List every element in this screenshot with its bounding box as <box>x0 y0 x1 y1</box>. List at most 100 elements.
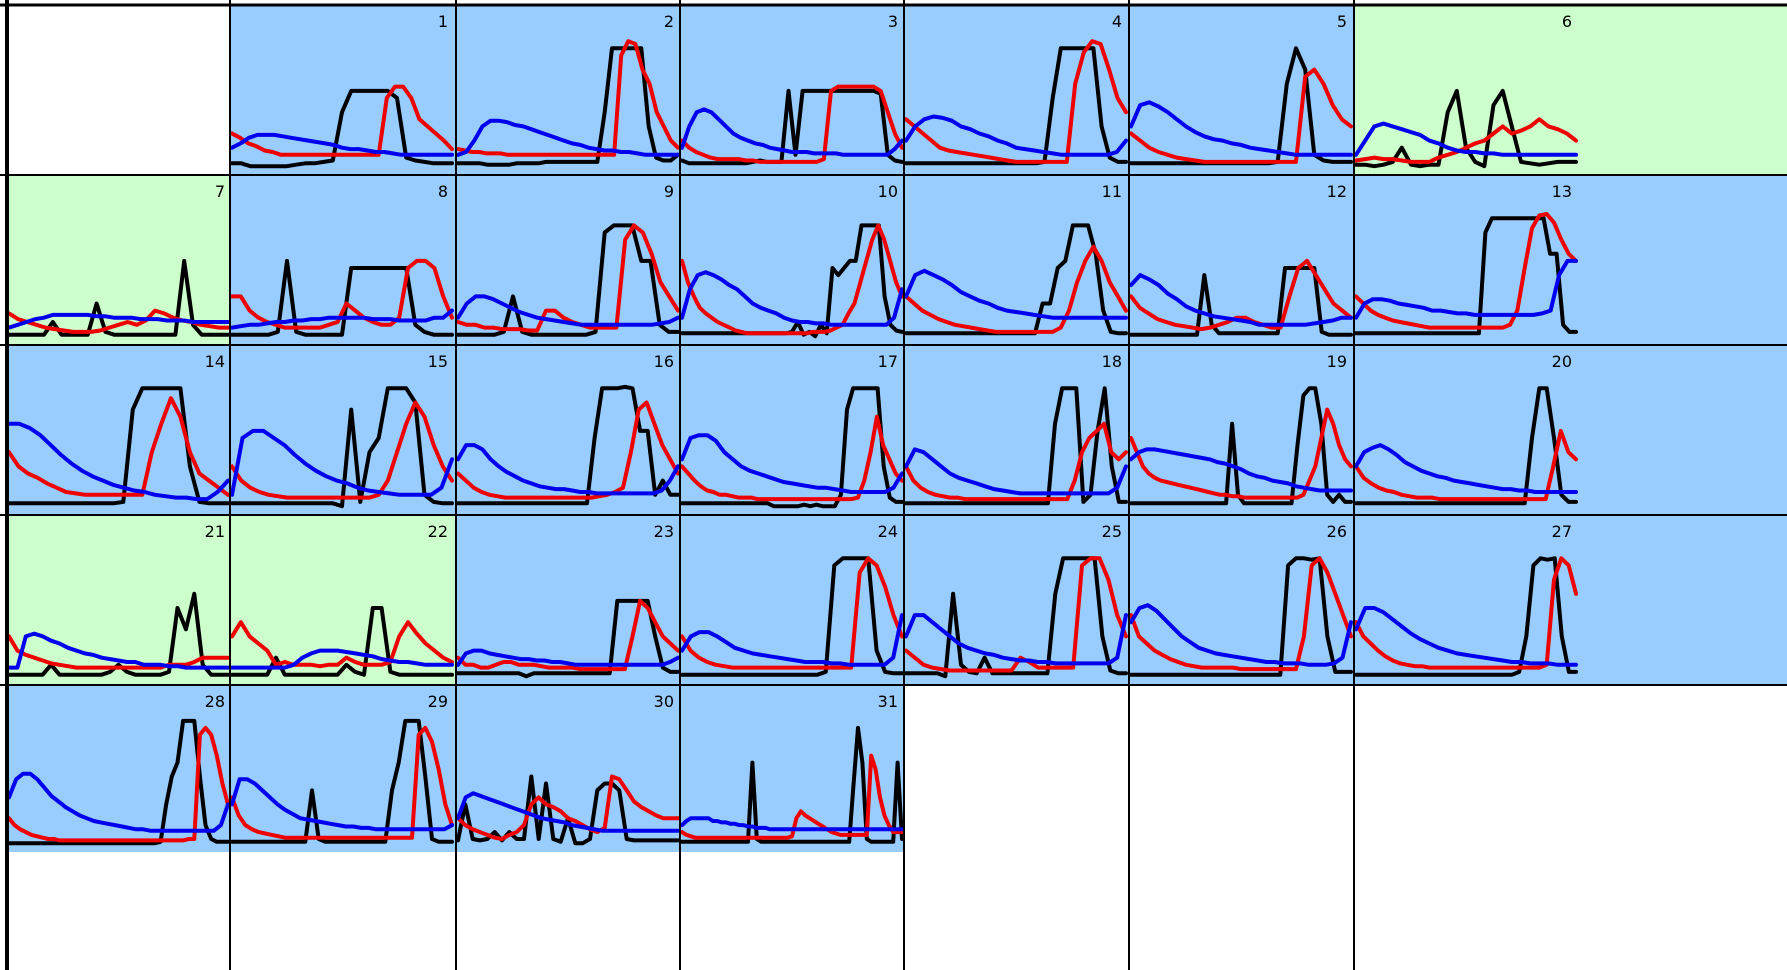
cell-background <box>1354 515 1787 685</box>
series-blue-line <box>7 312 230 330</box>
series-red-line <box>456 598 680 672</box>
day-cell-20: 20 <box>1354 345 1787 515</box>
series-black-line <box>1354 556 1578 677</box>
series-blue-line <box>7 771 230 833</box>
series-blue-line <box>1129 603 1353 667</box>
cell-background <box>1129 685 1354 852</box>
series-blue-line <box>680 613 904 667</box>
series-black-line <box>7 386 230 506</box>
day-number-label: 2 <box>664 12 674 31</box>
series-black-line <box>1354 386 1578 506</box>
cell-background <box>1354 5 1787 175</box>
day-cell-17: 17 <box>680 345 904 515</box>
day-number-label: 4 <box>1112 12 1122 31</box>
series-red-line <box>680 414 904 502</box>
day-number-label: 13 <box>1552 182 1572 201</box>
series-red-line <box>7 725 230 843</box>
series-red-line <box>1129 258 1353 332</box>
series-blue-line <box>904 114 1128 157</box>
day-cell-16: 16 <box>456 345 680 515</box>
series-blue-line <box>230 132 454 157</box>
series-black-line <box>904 386 1128 506</box>
series-red-line <box>1129 556 1353 672</box>
day-cell-5: 5 <box>1129 5 1354 175</box>
day-number-label: 18 <box>1102 352 1122 371</box>
series-red-line <box>7 634 230 670</box>
day-number-label: 17 <box>878 352 898 371</box>
day-cell-9: 9 <box>456 175 680 345</box>
series-red-line <box>1354 212 1578 330</box>
day-number-label: 14 <box>205 352 225 371</box>
series-black-line <box>1129 386 1353 506</box>
day-number-label: 31 <box>878 692 898 711</box>
day-number-label: 26 <box>1327 522 1347 541</box>
day-number-label: 30 <box>654 692 674 711</box>
series-black-line <box>230 606 454 677</box>
series-blue-line <box>230 777 454 832</box>
day-cell-23: 23 <box>456 515 680 685</box>
day-cell-12: 12 <box>1129 175 1354 345</box>
empty-cell <box>904 685 1129 852</box>
cell-background <box>1354 345 1787 515</box>
series-red-line <box>1129 407 1353 500</box>
series-red-line <box>230 725 454 840</box>
day-cell-14: 14 <box>7 345 230 515</box>
series-red-line <box>230 84 454 157</box>
series-black-line <box>680 556 904 677</box>
cell-background <box>904 685 1129 852</box>
day-number-label: 21 <box>205 522 225 541</box>
day-number-label: 16 <box>654 352 674 371</box>
day-number-label: 24 <box>878 522 898 541</box>
day-cell-25: 25 <box>904 515 1129 685</box>
cell-background <box>680 515 904 685</box>
series-blue-line <box>680 107 904 157</box>
series-black-line <box>7 591 230 677</box>
day-cell-27: 27 <box>1354 515 1787 685</box>
day-cell-29: 29 <box>230 685 456 852</box>
day-number-label: 12 <box>1327 182 1347 201</box>
day-cell-2: 2 <box>456 5 680 175</box>
cell-background <box>1354 685 1787 852</box>
series-red-line <box>680 556 904 670</box>
series-red-line <box>904 556 1128 673</box>
series-blue-line <box>680 816 904 832</box>
series-black-line <box>456 223 680 337</box>
cell-background <box>1129 345 1354 515</box>
empty-cell <box>1129 685 1354 852</box>
series-blue-line <box>1129 447 1353 493</box>
day-cell-30: 30 <box>456 685 680 852</box>
day-number-label: 6 <box>1562 12 1572 31</box>
series-red-line <box>230 400 454 500</box>
day-cell-4: 4 <box>904 5 1129 175</box>
day-number-label: 20 <box>1552 352 1572 371</box>
series-red-line <box>1354 428 1578 502</box>
series-blue-line <box>1129 100 1353 157</box>
day-cell-1: 1 <box>230 5 456 175</box>
series-blue-line <box>230 308 454 330</box>
series-red-line <box>456 400 680 500</box>
day-cell-21: 21 <box>7 515 230 685</box>
series-blue-line <box>456 648 680 667</box>
series-red-line <box>7 396 230 497</box>
day-number-label: 23 <box>654 522 674 541</box>
day-number-label: 11 <box>1102 182 1122 201</box>
series-black-line <box>456 46 680 167</box>
series-blue-line <box>7 421 230 502</box>
series-red-line <box>904 244 1128 334</box>
series-red-line <box>1354 117 1578 164</box>
day-cell-8: 8 <box>230 175 456 345</box>
series-black-line <box>230 718 454 844</box>
series-blue-line <box>456 791 680 833</box>
day-number-label: 29 <box>428 692 448 711</box>
cell-background <box>7 5 230 175</box>
empty-cell <box>1354 685 1787 852</box>
series-red-line <box>904 421 1128 502</box>
series-blue-line <box>456 294 680 327</box>
series-blue-line <box>230 648 454 670</box>
cell-background <box>456 5 680 175</box>
day-cell-28: 28 <box>7 685 230 852</box>
series-blue-line <box>680 270 904 327</box>
day-cell-10: 10 <box>680 175 904 345</box>
day-cell-19: 19 <box>1129 345 1354 515</box>
